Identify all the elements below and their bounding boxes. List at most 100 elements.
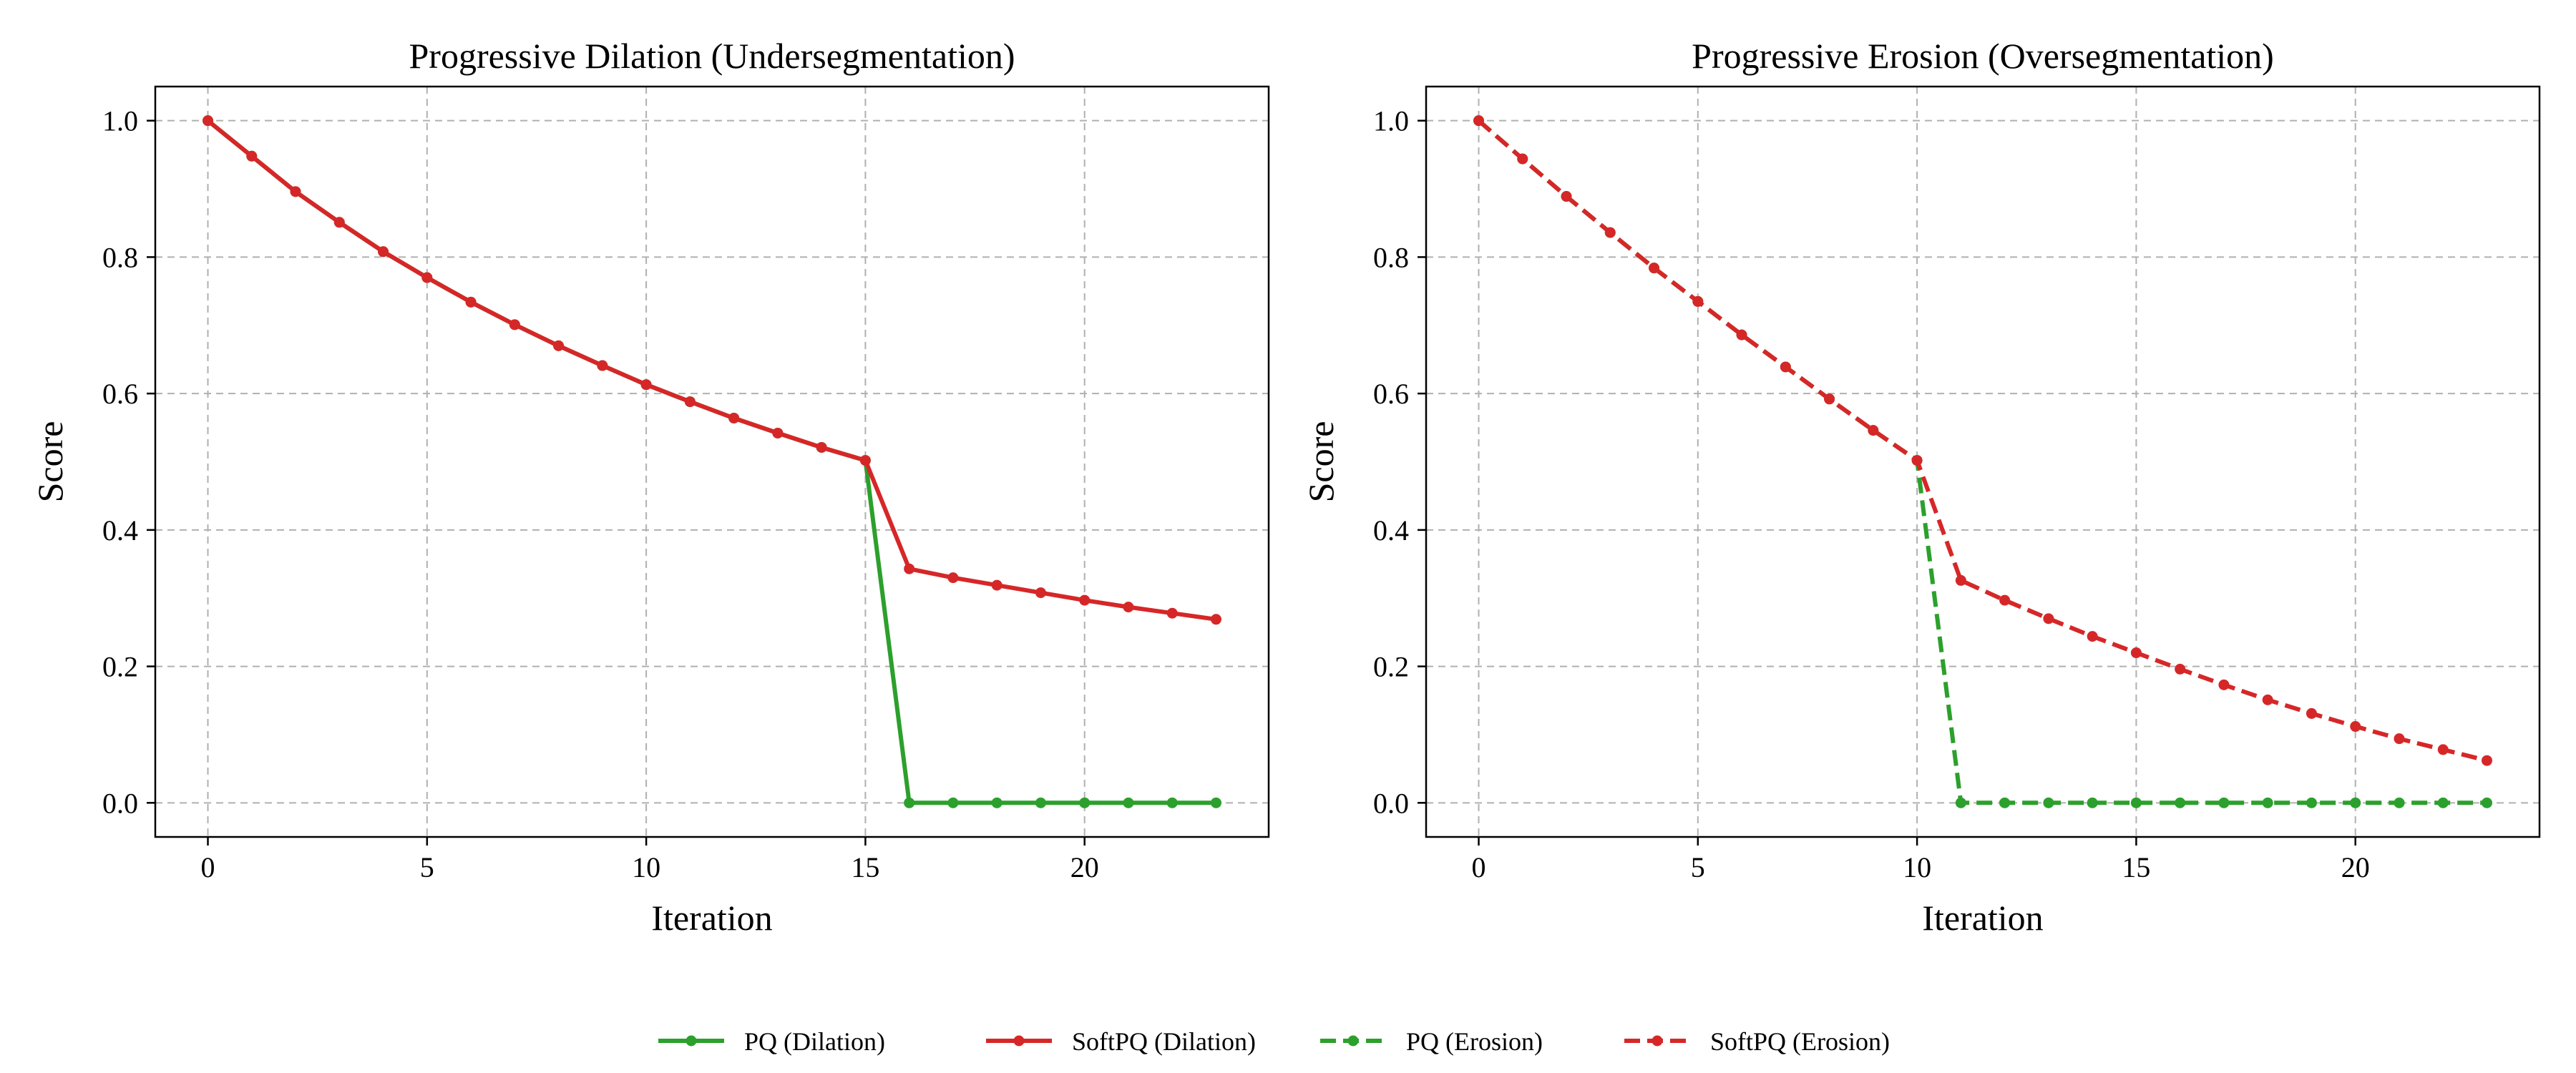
pq-dilation-point xyxy=(904,797,915,808)
y-tick-label: 0.2 xyxy=(102,651,138,683)
pq-dilation-point xyxy=(1166,797,1178,808)
y-tick-label: 1.0 xyxy=(1373,105,1409,137)
x-tick-label: 15 xyxy=(851,851,879,883)
y-tick-label: 0.0 xyxy=(102,787,138,819)
softpq-dilation-line xyxy=(206,119,1216,622)
legend-pq-dilation-marker xyxy=(686,1035,697,1047)
y-tick-label: 0.2 xyxy=(1373,651,1409,683)
softpq-dilation-point xyxy=(1210,614,1221,625)
softpq-dilation-point xyxy=(509,319,520,330)
y-tick-label: 0.4 xyxy=(1373,514,1409,547)
pq-erosion-point xyxy=(2437,797,2449,808)
softpq-dilation-point xyxy=(203,115,214,127)
softpq-erosion-point xyxy=(2306,707,2317,719)
pq-dilation-point xyxy=(1210,797,1221,808)
softpq-dilation-point xyxy=(246,150,258,162)
pq-erosion-point xyxy=(2175,797,2186,808)
y-tick-label: 0.0 xyxy=(1373,787,1409,819)
erosion-panel: 0 5 10 15 20 0.0 0.2 0.4 0.6 0.8 1.0 Progressive Er… xyxy=(1301,36,2541,938)
pq-dilation-point xyxy=(991,797,1002,808)
pq-erosion-point xyxy=(2350,797,2361,808)
legend-softpq-erosion-label: SoftPQ (Erosion) xyxy=(1710,1027,1890,1056)
softpq-erosion-point xyxy=(2130,647,2142,659)
pq-erosion-point xyxy=(2130,797,2142,808)
x-tick-label: 0 xyxy=(201,851,215,883)
softpq-dilation-point xyxy=(640,379,652,391)
softpq-erosion-point xyxy=(2218,679,2230,690)
softpq-dilation-point xyxy=(378,246,389,258)
x-tick-label: 0 xyxy=(1472,851,1486,883)
softpq-dilation-point xyxy=(1035,587,1046,599)
x-tick-label: 10 xyxy=(1903,851,1931,883)
pq-dilation-point xyxy=(1123,797,1134,808)
softpq-erosion-point xyxy=(2481,755,2492,766)
softpq-dilation-point xyxy=(728,412,740,423)
y-tick-label: 0.8 xyxy=(102,241,138,273)
softpq-dilation-point xyxy=(816,441,827,453)
softpq-erosion-point xyxy=(1868,425,1879,436)
softpq-erosion-point xyxy=(1561,191,1572,202)
softpq-erosion-point xyxy=(2043,613,2054,624)
softpq-dilation-point xyxy=(421,272,433,283)
legend-softpq-dilation-marker xyxy=(1013,1035,1025,1047)
pq-erosion-line xyxy=(1477,119,2487,805)
softpq-erosion-point xyxy=(2394,733,2405,745)
pq-dilation-point xyxy=(1079,797,1091,808)
softpq-dilation-point xyxy=(597,360,608,371)
pq-dilation-point xyxy=(1035,797,1046,808)
softpq-erosion-line xyxy=(1477,119,2488,763)
softpq-dilation-point xyxy=(991,579,1002,591)
y-tick-label: 1.0 xyxy=(102,105,138,137)
pq-erosion-point xyxy=(2394,797,2405,808)
x-tick-label: 20 xyxy=(2341,851,2370,883)
softpq-erosion-point xyxy=(1517,153,1528,165)
x-axis-label: Iteration xyxy=(651,898,772,938)
pq-erosion-point xyxy=(2481,797,2492,808)
pq-dilation-point xyxy=(947,797,959,808)
softpq-erosion-point xyxy=(1824,393,1835,405)
softpq-dilation-point xyxy=(947,572,959,584)
pq-dilation-line xyxy=(206,119,1216,805)
softpq-dilation-point xyxy=(904,563,915,574)
softpq-dilation-point xyxy=(290,186,301,197)
softpq-erosion-point xyxy=(1604,227,1616,238)
pq-erosion-point xyxy=(2218,797,2230,808)
softpq-dilation-point xyxy=(1166,607,1178,619)
softpq-erosion-point xyxy=(1649,263,1660,274)
softpq-dilation-point xyxy=(333,217,345,228)
pq-erosion-point xyxy=(1955,797,1966,808)
y-tick-label: 0.6 xyxy=(1373,378,1409,410)
legend-softpq-erosion-marker xyxy=(1652,1035,1663,1047)
pq-erosion-point xyxy=(2306,797,2317,808)
softpq-dilation-point xyxy=(1123,602,1134,613)
x-axis-label: Iteration xyxy=(1922,898,2043,938)
x-tick-label: 20 xyxy=(1070,851,1099,883)
softpq-erosion-point xyxy=(1736,329,1747,340)
y-axis-label: Score xyxy=(30,421,70,503)
pq-erosion-point xyxy=(2262,797,2273,808)
x-tick-label: 5 xyxy=(420,851,434,883)
plot-frame xyxy=(154,85,1270,838)
softpq-dilation-point xyxy=(465,296,477,308)
x-tick-label: 10 xyxy=(632,851,660,883)
softpq-dilation-point xyxy=(684,396,696,408)
legend-pq-erosion-label: PQ (Erosion) xyxy=(1406,1027,1543,1056)
softpq-erosion-point xyxy=(1999,594,2011,606)
softpq-erosion-point xyxy=(2350,721,2361,733)
x-tick-label: 15 xyxy=(2122,851,2150,883)
softpq-erosion-point xyxy=(1911,455,1923,466)
softpq-erosion-point xyxy=(2437,744,2449,755)
x-tick-label: 5 xyxy=(1691,851,1705,883)
softpq-erosion-point xyxy=(2262,694,2273,705)
legend-pq-erosion-marker xyxy=(1347,1035,1359,1047)
dilation-panel: 0 5 10 15 20 0.0 0.2 0.4 0.6 0.8 1.0 Progressive Di… xyxy=(30,36,1270,938)
softpq-erosion-point xyxy=(2087,631,2098,642)
legend-pq-dilation-label: PQ (Dilation) xyxy=(744,1027,885,1056)
y-tick-label: 0.8 xyxy=(1373,241,1409,273)
softpq-dilation-point xyxy=(553,340,565,351)
pq-erosion-point xyxy=(2043,797,2054,808)
pq-erosion-point xyxy=(2087,797,2098,808)
softpq-erosion-point xyxy=(1955,574,1966,586)
plot-frame xyxy=(1425,85,2541,838)
